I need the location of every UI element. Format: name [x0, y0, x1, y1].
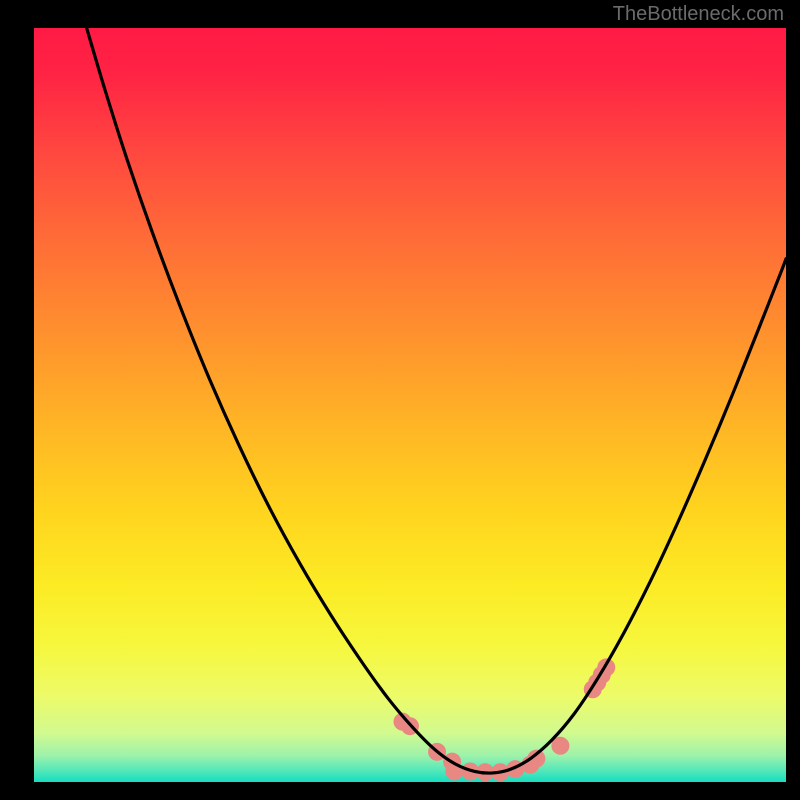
plot-area [34, 28, 786, 782]
watermark-text: TheBottleneck.com [613, 3, 784, 26]
pink-marker-group [393, 658, 615, 781]
curve-layer [34, 28, 786, 782]
v-curve-path [87, 28, 786, 773]
